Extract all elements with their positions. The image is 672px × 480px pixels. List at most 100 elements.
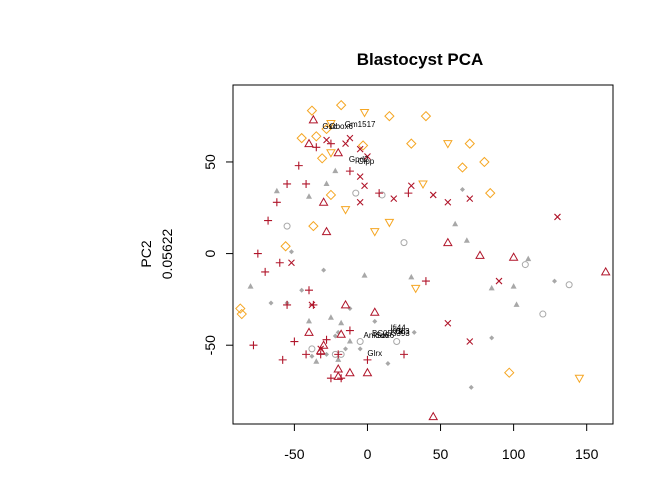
gene-label: Gpd2 xyxy=(349,155,369,164)
point-red-cross xyxy=(466,195,474,202)
point-orange-triangle-down xyxy=(418,180,428,189)
point-grey-diamond xyxy=(459,186,465,192)
point-grey-diamond xyxy=(552,278,558,284)
point-grey-diamond xyxy=(343,346,349,352)
point-red-cross xyxy=(466,338,474,345)
point-orange-diamond xyxy=(296,132,307,144)
point-grey-circle xyxy=(400,239,408,247)
point-red-plus xyxy=(363,355,372,364)
point-grey-triangle xyxy=(488,284,495,291)
point-orange-diamond xyxy=(479,156,490,168)
point-red-plus xyxy=(404,189,413,198)
point-orange-diamond xyxy=(308,220,319,232)
point-red-triangle-up xyxy=(345,367,355,377)
point-grey-diamond xyxy=(268,300,274,306)
point-red-triangle-up xyxy=(442,237,453,247)
point-red-triangle-up xyxy=(428,411,439,421)
point-grey-diamond xyxy=(288,249,294,255)
point-orange-triangle-down xyxy=(384,218,395,228)
point-red-plus xyxy=(290,337,299,346)
point-grey-diamond xyxy=(324,351,330,357)
point-orange-diamond xyxy=(420,110,432,122)
point-red-plus xyxy=(283,179,292,188)
point-orange-diamond xyxy=(325,189,337,201)
point-grey-triangle xyxy=(361,272,368,278)
point-grey-triangle xyxy=(525,255,532,262)
point-red-triangle-up xyxy=(336,329,347,338)
point-grey-circle xyxy=(539,310,547,318)
point-orange-diamond xyxy=(316,153,328,164)
point-orange-triangle-down xyxy=(369,228,380,237)
point-red-plus xyxy=(322,335,331,344)
point-grey-triangle xyxy=(306,317,312,324)
point-grey-triangle xyxy=(273,187,280,194)
point-red-plus xyxy=(264,216,273,225)
point-orange-triangle-down xyxy=(326,149,336,158)
point-orange-triangle-down xyxy=(442,140,453,149)
point-red-cross xyxy=(390,195,398,202)
point-grey-triangle xyxy=(463,237,470,243)
gene-label: Glrx xyxy=(367,349,382,358)
point-orange-diamond xyxy=(384,110,395,122)
gene-label: Kdr xyxy=(390,327,403,336)
point-orange-triangle-down xyxy=(326,119,336,129)
data-points xyxy=(235,99,611,421)
point-orange-diamond xyxy=(335,99,347,111)
x-axis: -50 0 50 100 150 xyxy=(284,423,599,462)
point-red-cross xyxy=(342,140,349,148)
point-red-cross xyxy=(444,198,452,206)
point-orange-diamond xyxy=(464,138,475,149)
point-red-triangle-up xyxy=(304,138,314,148)
point-red-cross xyxy=(364,153,371,160)
point-red-plus xyxy=(421,277,430,286)
point-red-triangle-up xyxy=(333,364,344,373)
point-red-cross xyxy=(554,213,561,221)
y-axis: -50 0 50 xyxy=(202,154,234,355)
point-red-triangle-up xyxy=(475,250,485,259)
point-red-plus xyxy=(283,300,292,309)
point-grey-diamond xyxy=(299,287,305,293)
point-red-plus xyxy=(375,189,384,198)
point-red-plus xyxy=(326,139,335,148)
point-red-plus xyxy=(326,374,335,383)
point-red-cross xyxy=(356,173,364,181)
x-tick-label: -50 xyxy=(284,446,304,462)
point-red-plus xyxy=(272,198,281,207)
point-grey-circle xyxy=(393,338,401,346)
point-red-triangle-up xyxy=(362,367,373,377)
point-grey-triangle xyxy=(247,283,254,289)
point-grey-diamond xyxy=(468,384,474,390)
point-red-cross xyxy=(288,259,295,267)
point-grey-circle xyxy=(308,345,316,353)
y-axis-label-line1: PC2 xyxy=(138,240,154,267)
point-red-triangle-up xyxy=(369,307,380,316)
point-grey-diamond xyxy=(372,318,378,324)
y-tick-label: 0 xyxy=(202,249,218,257)
point-grey-diamond xyxy=(321,267,327,273)
point-red-plus xyxy=(334,350,343,359)
gene-label: Gli3 xyxy=(395,327,410,336)
point-orange-triangle-down xyxy=(359,108,370,118)
point-grey-triangle xyxy=(323,180,330,186)
point-grey-diamond xyxy=(357,346,363,352)
point-orange-diamond xyxy=(235,303,246,314)
point-orange-diamond xyxy=(457,162,468,173)
point-grey-diamond xyxy=(347,306,353,312)
point-red-triangle-up xyxy=(600,266,611,276)
x-tick-label: 50 xyxy=(433,446,449,462)
point-grey-triangle xyxy=(327,314,334,320)
point-red-plus xyxy=(249,341,258,350)
point-orange-diamond xyxy=(236,308,247,320)
point-red-plus xyxy=(312,143,321,152)
point-grey-circle xyxy=(283,222,291,230)
point-red-plus xyxy=(316,350,325,359)
point-grey-circle xyxy=(565,281,573,289)
point-grey-diamond xyxy=(332,333,338,339)
point-red-plus xyxy=(400,350,408,359)
point-grey-diamond xyxy=(385,361,391,367)
point-red-plus xyxy=(305,286,313,295)
point-grey-triangle xyxy=(408,273,415,280)
point-red-triangle-up xyxy=(333,371,344,380)
gene-label: Ankrd6 xyxy=(364,331,390,340)
